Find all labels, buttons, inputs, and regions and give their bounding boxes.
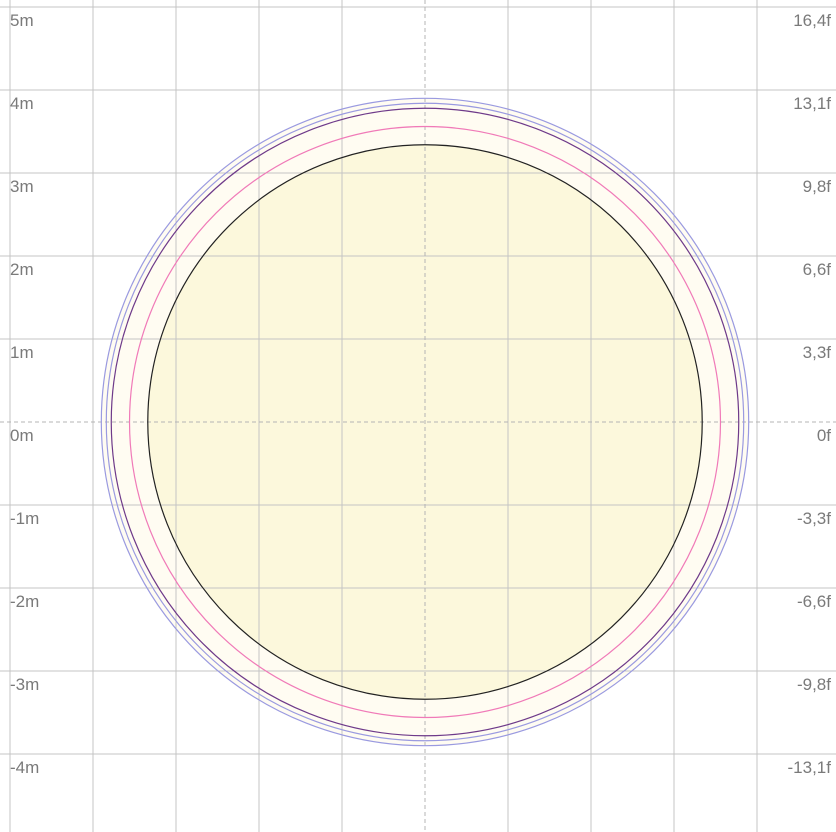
- right-axis-label: -9,8f: [797, 675, 831, 694]
- right-axis-label: 13,1f: [793, 94, 831, 113]
- left-axis-label: -3m: [10, 675, 39, 694]
- left-axis-label: 3m: [10, 177, 34, 196]
- left-axis-label: 2m: [10, 260, 34, 279]
- right-axis-label: 0f: [817, 426, 831, 445]
- inner-circle: [147, 144, 703, 700]
- inner-blue-ring: [105, 102, 745, 742]
- left-axis-label: -2m: [10, 592, 39, 611]
- ring-outlines: [100, 97, 750, 747]
- right-axis-label: -3,3f: [797, 509, 831, 528]
- right-axis-labels: 16,4f 13,1f 9,8f 6,6f 3,3f 0f -3,3f -6,6f -9,8f -…: [788, 11, 832, 777]
- right-axis-label: -6,6f: [797, 592, 831, 611]
- left-axis-label: -1m: [10, 509, 39, 528]
- left-axis-label: 1m: [10, 343, 34, 362]
- left-axis-label: 4m: [10, 94, 34, 113]
- left-axis-label: -4m: [10, 758, 39, 777]
- right-axis-label: 6,6f: [803, 260, 832, 279]
- right-axis-label: 3,3f: [803, 343, 832, 362]
- right-axis-label: 9,8f: [803, 177, 832, 196]
- left-axis-label: 0m: [10, 426, 34, 445]
- left-axis-label: 5m: [10, 11, 34, 30]
- outer-blue-ring: [100, 97, 750, 747]
- left-axis-labels: 5m 4m 3m 2m 1m 0m -1m -2m -3m -4m: [10, 11, 39, 777]
- pink-ring: [128, 125, 722, 719]
- right-axis-label: -13,1f: [788, 758, 832, 777]
- purple-ring: [110, 107, 740, 737]
- right-axis-label: 16,4f: [793, 11, 831, 30]
